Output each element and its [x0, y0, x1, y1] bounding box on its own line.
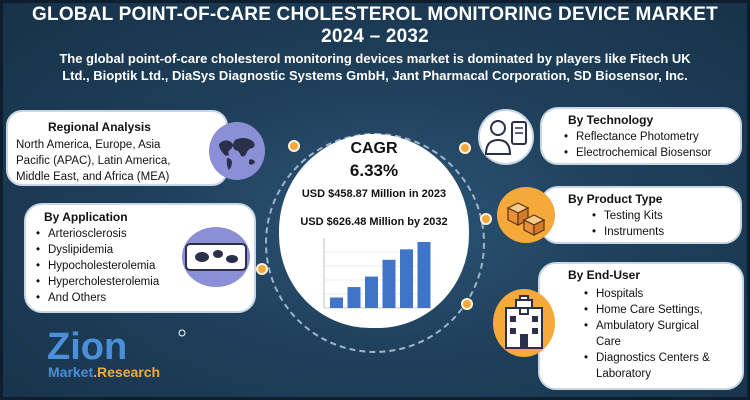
boxes-icon: [497, 187, 555, 243]
connector-dot: [480, 213, 492, 225]
list-item: Hypercholesterolemia: [36, 274, 159, 290]
list-item: Ambulatory Surgical: [584, 318, 744, 334]
technology-title: By Technology: [568, 113, 654, 127]
chart-bar: [417, 242, 431, 308]
chart-bar: [365, 276, 378, 308]
list-item: Care: [596, 336, 621, 348]
chart-bar: [382, 259, 396, 308]
application-list: Arteriosclerosis Dyslipidemia Hypocholes…: [36, 226, 159, 306]
list-item: Arteriosclerosis: [36, 226, 159, 242]
product-list: Testing Kits Instruments: [592, 208, 664, 240]
world-map-icon: [209, 122, 265, 180]
doctor-device-icon: [478, 109, 534, 165]
logo-tagline: Market.Research: [48, 364, 160, 380]
growth-bar-chart: [323, 238, 431, 309]
connector-dot: [288, 140, 300, 152]
list-item: Diagnostics Centers &: [584, 350, 744, 366]
list-item: Electrochemical Biosensor: [564, 145, 712, 161]
logo-word-market: Market: [48, 364, 94, 380]
connector-dot: [459, 142, 471, 154]
list-item: Hospitals: [584, 286, 744, 302]
title-line-2: 2024 – 2032: [321, 26, 429, 47]
artery-icon: [182, 227, 250, 287]
list-item: Instruments: [592, 224, 664, 240]
title-line-1: GLOBAL POINT-OF-CARE CHOLESTEROL MONITOR…: [32, 4, 718, 25]
end-user-list: Hospitals Home Care Settings, Ambulatory…: [584, 286, 744, 382]
chart-bar: [330, 297, 343, 308]
regional-line: North America, Europe, Asia: [16, 139, 161, 151]
list-item: Reflectance Photometry: [564, 129, 712, 145]
connector-dot: [461, 298, 473, 310]
cagr-value: 6.33%: [349, 161, 399, 180]
end-user-card: By End-User Hospitals Home Care Settings…: [538, 262, 744, 390]
list-item: Hypocholesterolemia: [36, 258, 159, 274]
list-item: Dyslipidemia: [36, 242, 159, 258]
end-user-title: By End-User: [568, 268, 641, 282]
application-title: By Application: [44, 210, 128, 224]
technology-card: By Technology Reflectance Photometry Ele…: [540, 107, 742, 165]
hospital-icon: [493, 289, 555, 357]
usd-2023: USD $458.87 Million in 2023: [301, 188, 447, 200]
logo-brand: Zion: [47, 326, 127, 365]
list-item: Testing Kits: [592, 208, 664, 224]
list-item: Home Care Settings,: [584, 302, 744, 318]
cagr-label: CAGR: [350, 140, 398, 157]
regional-title: Regional Analysis: [48, 120, 151, 134]
product-title: By Product Type: [568, 192, 663, 206]
page-title: GLOBAL POINT-OF-CARE CHOLESTEROL MONITOR…: [0, 4, 750, 48]
usd-2032: USD $626.48 Million by 2032: [300, 216, 448, 228]
logo-word-research: .Research: [93, 364, 161, 380]
application-card: By Application Arteriosclerosis Dyslipid…: [24, 203, 256, 313]
chart-bar: [400, 249, 413, 308]
regional-body: North America, Europe, Asia Pacific (APA…: [16, 137, 221, 185]
chart-bar: [347, 287, 361, 308]
product-type-card: By Product Type Testing Kits Instruments: [540, 186, 742, 244]
subtitle-line-2: Ltd., Bioptik Ltd., DiaSys Diagnostic Sy…: [62, 68, 688, 83]
technology-list: Reflectance Photometry Electrochemical B…: [564, 129, 712, 161]
regional-line: Middle East, and Africa (MEA): [16, 171, 170, 183]
page-subtitle: The global point-of-care cholesterol mon…: [8, 50, 742, 84]
subtitle-line-1: The global point-of-care cholesterol mon…: [59, 51, 691, 66]
connector-dot: [256, 263, 268, 275]
regional-line: Pacific (APAC), Latin America,: [16, 155, 171, 167]
list-item: Laboratory: [596, 368, 651, 380]
regional-analysis-card: Regional Analysis North America, Europe,…: [6, 110, 228, 186]
list-item: And Others: [36, 290, 159, 306]
zion-logo-icon: Zion: [47, 326, 186, 365]
